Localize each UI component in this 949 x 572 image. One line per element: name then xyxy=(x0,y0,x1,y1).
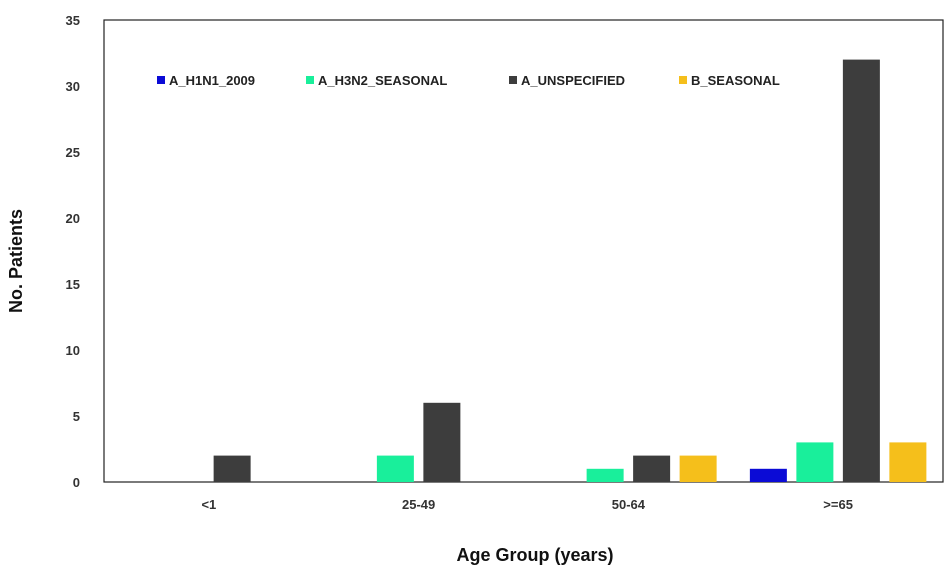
y-tick-label: 15 xyxy=(66,277,80,292)
x-axis-title: Age Group (years) xyxy=(456,545,613,565)
plot-area xyxy=(103,19,944,483)
y-axis-title: No. Patients xyxy=(6,209,26,313)
x-tick-label: 25-49 xyxy=(402,497,435,512)
legend-swatch xyxy=(679,76,687,84)
legend-swatch xyxy=(509,76,517,84)
legend-label: B_SEASONAL xyxy=(691,73,780,88)
bar-a-unspecified xyxy=(213,455,251,482)
legend-label: A_UNSPECIFIED xyxy=(521,73,625,88)
x-axis-ticks: <1 25-49 50-64 >=65 xyxy=(201,497,852,512)
y-tick-label: 10 xyxy=(66,343,80,358)
legend-swatch xyxy=(157,76,165,84)
x-tick-label: <1 xyxy=(201,497,216,512)
bar-a-unspecified xyxy=(423,402,461,482)
bars xyxy=(213,59,927,482)
legend-label: A_H3N2_SEASONAL xyxy=(318,73,447,88)
bar-b-seasonal xyxy=(889,442,927,482)
legend: A_H1N1_2009 A_H3N2_SEASONAL A_UNSPECIFIED B… xyxy=(157,73,780,88)
y-tick-label: 25 xyxy=(66,145,80,160)
bar-a-h3n2-seasonal xyxy=(376,455,414,482)
y-tick-label: 35 xyxy=(66,13,80,28)
bar-a-h3n2-seasonal xyxy=(586,468,624,482)
bar-a-unspecified xyxy=(842,59,880,482)
y-tick-label: 0 xyxy=(73,475,80,490)
bar-b-seasonal xyxy=(679,455,717,482)
bar-a-h3n2-seasonal xyxy=(796,442,834,482)
legend-swatch xyxy=(306,76,314,84)
x-tick-label: 50-64 xyxy=(612,497,646,512)
y-axis-ticks: 0 5 10 15 20 25 30 35 xyxy=(66,13,80,490)
x-tick-label: >=65 xyxy=(823,497,853,512)
y-tick-label: 20 xyxy=(66,211,80,226)
plot-border xyxy=(103,19,944,483)
y-tick-label: 5 xyxy=(73,409,80,424)
bar-a-unspecified xyxy=(633,455,671,482)
bar-a-h1n1-2009 xyxy=(749,468,787,482)
legend-label: A_H1N1_2009 xyxy=(169,73,255,88)
y-tick-label: 30 xyxy=(66,79,80,94)
